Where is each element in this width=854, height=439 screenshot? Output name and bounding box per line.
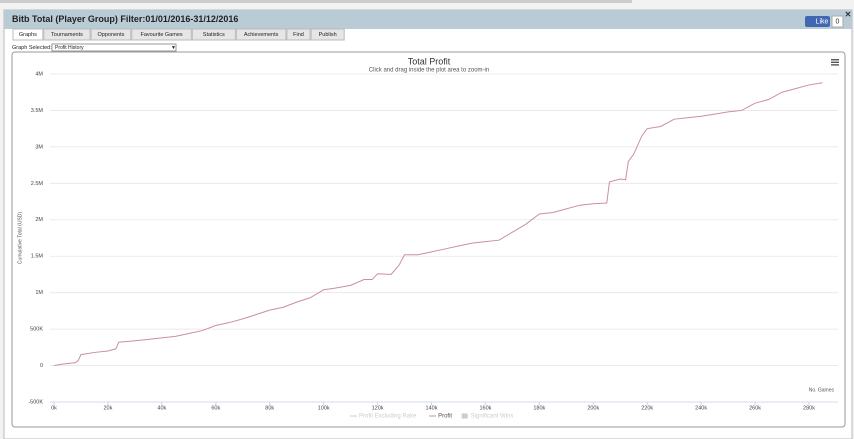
x-tick-label: 100k: [318, 405, 330, 411]
menu-icon[interactable]: [831, 64, 839, 66]
y-tick-label: 2.5M: [31, 181, 44, 187]
dropdown-arrow[interactable]: ▼: [171, 45, 176, 51]
tab-label[interactable]: Opponents: [97, 32, 124, 38]
y-tick-label: 500K: [30, 327, 43, 333]
chart-title: Total Profit: [408, 56, 451, 66]
tab-label[interactable]: Find: [293, 32, 304, 38]
y-tick-label: 1.5M: [31, 254, 44, 260]
like-label[interactable]: Like: [816, 18, 829, 25]
y-tick-label: 1M: [35, 290, 43, 296]
x-tick-label: 180k: [533, 405, 545, 411]
y-tick-label: 3M: [35, 144, 43, 150]
y-tick-label: 3.5M: [31, 108, 44, 114]
chart: Total Profit Click and drag inside the pl…: [17, 56, 839, 420]
tab-label[interactable]: Graphs: [19, 32, 37, 38]
x-tick-label: 260k: [749, 405, 761, 411]
x-tick-label: 120k: [372, 405, 384, 411]
y-tick-label: 4M: [35, 71, 43, 77]
tab-bar: Graphs Tournaments Opponents Favourite Game…: [12, 28, 345, 41]
tab-label[interactable]: Favourite Games: [140, 32, 182, 38]
x-tick-label: 200k: [587, 405, 599, 411]
tab[interactable]: [235, 28, 287, 41]
tab-label[interactable]: Tournaments: [51, 32, 83, 38]
tab[interactable]: [191, 28, 236, 41]
close-button[interactable]: ✕: [845, 10, 852, 19]
tab[interactable]: [90, 28, 132, 41]
tab[interactable]: [43, 28, 91, 41]
tab[interactable]: [131, 28, 192, 41]
x-tick-label: 0k: [51, 405, 57, 411]
x-tick-label: 240k: [695, 405, 707, 411]
profit-line: [53, 82, 823, 367]
graph-selector-label: Graph Selected:: [12, 45, 52, 51]
x-tick-label: 40k: [157, 405, 166, 411]
top-panel-edge: [0, 0, 632, 3]
x-tick-label: 160k: [479, 405, 491, 411]
tab[interactable]: [286, 28, 311, 41]
like-button[interactable]: [805, 16, 830, 27]
tab-label[interactable]: Publish: [319, 32, 337, 38]
header-title: Bitb Total (Player Group) Filter:01/01/2…: [12, 14, 238, 24]
tab-label[interactable]: Achievements: [244, 32, 279, 38]
tab[interactable]: [310, 28, 345, 41]
x-axis-label: No. Games: [809, 387, 835, 393]
y-axis-label: Cumulative Total (USD): [17, 212, 23, 264]
like-count: 0: [836, 18, 840, 25]
header-bar: [4, 10, 852, 29]
legend-label[interactable]: Significant Wins: [471, 414, 514, 420]
x-tick-label: 220k: [641, 405, 653, 411]
x-tick-label: 140k: [426, 405, 438, 411]
graph-selector-value[interactable]: Profit History: [55, 45, 84, 51]
legend-label[interactable]: Profit Excluding Rake: [359, 414, 417, 420]
legend-symbol[interactable]: [461, 413, 468, 419]
tab-label[interactable]: Statistics: [203, 32, 225, 38]
tab[interactable]: [12, 28, 44, 41]
graph-selector[interactable]: [51, 43, 177, 52]
menu-icon[interactable]: [831, 59, 839, 61]
x-tick-label: 60k: [211, 405, 220, 411]
chart-box: [11, 51, 846, 428]
legend-label[interactable]: Profit: [438, 414, 452, 420]
like-count-box: [831, 15, 844, 28]
y-tick-label: -500K: [28, 399, 43, 405]
x-tick-label: 280k: [803, 405, 815, 411]
menu-icon[interactable]: [831, 61, 839, 63]
y-tick-label: 2M: [35, 217, 43, 223]
x-tick-label: 20k: [103, 405, 112, 411]
y-tick-label: 0: [40, 363, 43, 369]
x-tick-label: 80k: [265, 405, 274, 411]
chart-subtitle: Click and drag inside the plot area to z…: [369, 68, 489, 74]
